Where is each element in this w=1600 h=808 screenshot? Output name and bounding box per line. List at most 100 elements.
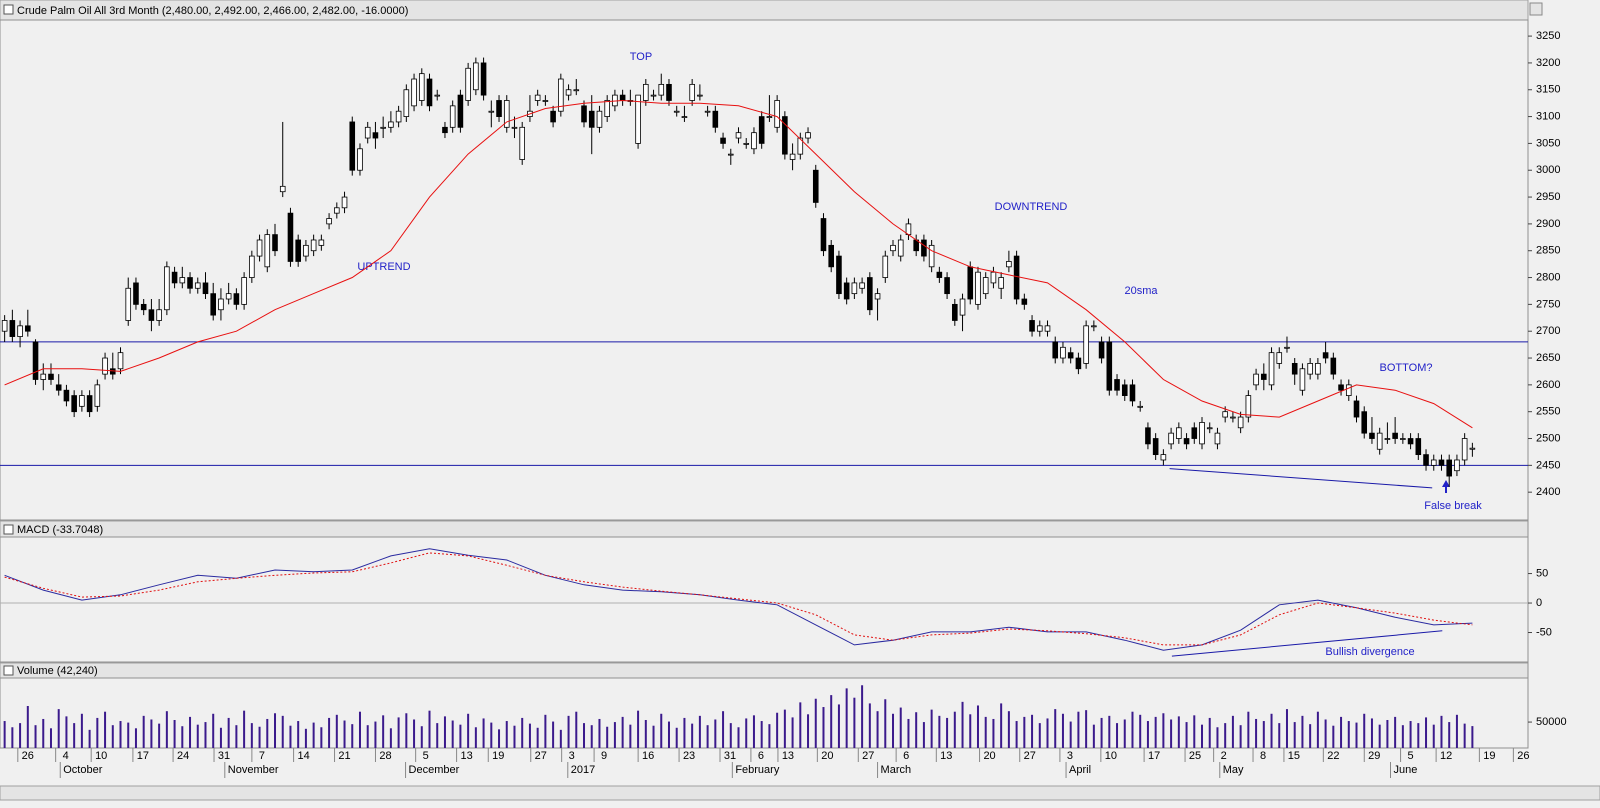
volume-bar	[1100, 717, 1103, 748]
volume-bar	[212, 713, 215, 748]
volume-bar	[822, 707, 825, 748]
candle-body	[341, 196, 348, 209]
volume-bar	[104, 711, 107, 748]
x-tick-label: 8	[1260, 750, 1266, 762]
candle-body	[1168, 432, 1174, 445]
volume-bar	[1324, 719, 1327, 748]
y-tick-label: 3000	[1536, 164, 1560, 176]
candle-body	[1415, 438, 1422, 456]
candle-body	[1214, 432, 1221, 445]
volume-bar	[714, 719, 717, 748]
y-tick-label: 2700	[1536, 325, 1560, 337]
volume-bar	[590, 725, 593, 748]
macd-line	[4, 552, 1473, 646]
volume-bar	[976, 705, 979, 748]
volume-bar	[281, 715, 284, 748]
scroll-up[interactable]	[1529, 2, 1543, 16]
volume-bar	[1340, 716, 1343, 748]
scrollbar[interactable]	[0, 785, 1600, 801]
candle-body	[1106, 341, 1113, 391]
candle-body	[650, 94, 657, 97]
candle-body	[581, 105, 587, 123]
volume-bar	[629, 724, 632, 748]
annotation: False break	[1424, 500, 1482, 512]
volume-bar	[776, 712, 779, 748]
volume-bar	[536, 727, 539, 748]
volume-bar	[1316, 711, 1319, 748]
candle-body	[17, 325, 23, 337]
candle-body	[86, 395, 93, 413]
candle-body	[882, 255, 889, 278]
candle-body	[1392, 432, 1398, 439]
candle-body	[712, 110, 719, 128]
candle-body	[1284, 346, 1290, 349]
candle-body	[797, 137, 804, 155]
candle-body	[565, 89, 572, 96]
x-tick-label: 13	[940, 750, 952, 762]
candle-body	[1067, 352, 1074, 359]
volume-bar	[1231, 715, 1234, 748]
volume-bar	[737, 727, 740, 748]
candle-body	[102, 357, 108, 375]
candle-body	[1036, 325, 1043, 332]
candle-body	[1152, 438, 1159, 456]
y-tick-label: 50	[1536, 567, 1548, 579]
volume-bar	[652, 725, 655, 748]
volume-bar	[65, 716, 68, 748]
volume-bar	[814, 698, 817, 748]
price-panel	[0, 19, 1529, 521]
volume-bar	[575, 711, 578, 748]
month-label: December	[409, 764, 460, 776]
volume-bar	[1108, 715, 1111, 748]
candle-body	[851, 282, 858, 295]
candle-body	[426, 78, 433, 107]
volume-bar	[907, 718, 910, 748]
y-tick-label: 2400	[1536, 486, 1560, 498]
candle-body	[1029, 320, 1035, 332]
x-tick-label: 20	[983, 750, 995, 762]
candle-body	[681, 116, 688, 118]
candle-body	[1176, 427, 1182, 439]
candle-body	[1206, 427, 1213, 430]
volume-bar	[807, 714, 810, 748]
candle-body	[171, 271, 178, 284]
volume-bar	[451, 720, 454, 748]
volume-bar	[1193, 715, 1196, 748]
volume-bar	[946, 717, 949, 748]
volume-bar	[335, 714, 338, 748]
volume-bar	[389, 728, 392, 748]
candle-body	[357, 148, 363, 171]
candle-body	[1291, 362, 1298, 375]
x-tick-label: 26	[22, 750, 34, 762]
candle-body	[766, 116, 773, 118]
month-label: November	[228, 764, 279, 776]
volume-bar	[474, 727, 477, 748]
candle-body	[1199, 422, 1205, 445]
candle-body	[820, 218, 827, 252]
volume-bar	[320, 727, 323, 748]
candle-body	[1114, 379, 1120, 391]
volume-bar	[1370, 718, 1373, 748]
candle-body	[959, 298, 966, 316]
volume-bar	[1309, 724, 1312, 748]
candle-body	[1129, 384, 1136, 402]
candle-body	[774, 100, 780, 128]
y-tick-label: 2950	[1536, 191, 1560, 203]
volume-bar	[1417, 723, 1420, 748]
volume-bar	[1386, 720, 1389, 748]
candle-body	[967, 266, 974, 300]
x-tick-label: 3	[1067, 750, 1073, 762]
volume-bar	[1154, 716, 1157, 748]
volume-bar	[1085, 710, 1088, 748]
candle-body	[1438, 459, 1445, 466]
volume-bar	[528, 723, 531, 748]
candle-body	[1121, 384, 1128, 396]
candle-body	[403, 89, 410, 117]
y-tick-label: 3200	[1536, 57, 1560, 69]
volume-bar	[621, 716, 624, 748]
volume-bar	[1463, 723, 1466, 748]
x-tick-label: 27	[1024, 750, 1036, 762]
candle-body	[79, 395, 85, 407]
candle-body	[1299, 368, 1306, 391]
